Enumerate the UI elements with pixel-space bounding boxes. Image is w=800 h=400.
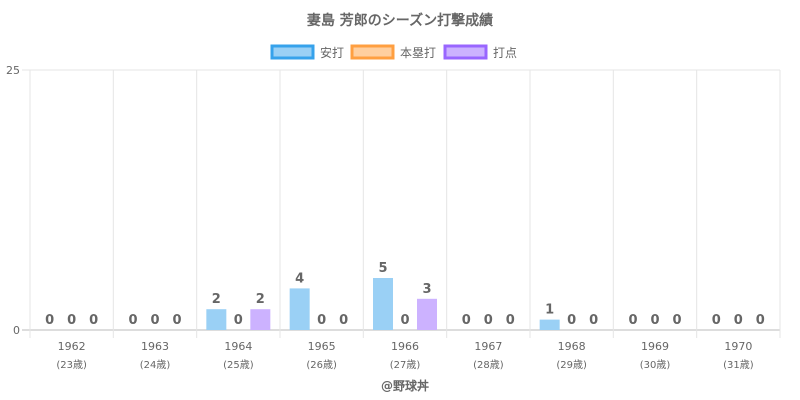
data-label: 5 <box>378 261 387 276</box>
x-tick-sublabel: (24歳) <box>140 359 171 371</box>
data-label: 0 <box>89 313 98 328</box>
data-label: 0 <box>756 313 765 328</box>
x-tick-label: 1962 <box>58 340 86 353</box>
data-label: 0 <box>400 313 409 328</box>
grid <box>22 69 781 338</box>
bar[interactable] <box>250 309 271 330</box>
data-label: 0 <box>317 313 326 328</box>
x-tick-sublabel: (23歳) <box>56 359 87 371</box>
data-label: 0 <box>462 313 471 328</box>
x-tick-label: 1969 <box>641 340 669 353</box>
credit-label: @野球丼 <box>381 378 429 393</box>
x-tick-label: 1967 <box>474 340 502 353</box>
y-tick-label: 25 <box>6 64 20 77</box>
bar[interactable] <box>289 288 310 330</box>
x-tick-label: 1964 <box>224 340 252 353</box>
data-label: 3 <box>422 282 431 297</box>
data-label: 0 <box>734 313 743 328</box>
y-axis: 0 25 <box>6 64 20 337</box>
data-label: 0 <box>672 313 681 328</box>
bar[interactable] <box>373 278 393 330</box>
bars <box>206 278 560 330</box>
data-label: 0 <box>712 313 721 328</box>
x-tick-label: 1965 <box>308 340 336 353</box>
data-label: 2 <box>256 292 265 307</box>
x-tick-label: 1970 <box>724 340 752 353</box>
x-tick-label: 1968 <box>558 340 586 353</box>
x-tick-sublabel: (31歳) <box>723 359 754 371</box>
legend-label-2[interactable]: 打点 <box>493 46 517 60</box>
x-tick-sublabel: (27歳) <box>390 359 421 371</box>
data-label: 0 <box>589 313 598 328</box>
legend-label-1[interactable]: 本塁打 <box>400 46 436 60</box>
data-label: 0 <box>128 313 137 328</box>
x-tick-sublabel: (29歳) <box>556 359 587 371</box>
data-label: 0 <box>172 313 181 328</box>
legend-swatch-2[interactable] <box>443 44 488 60</box>
data-label: 1 <box>545 303 554 318</box>
legend-swatch-0[interactable] <box>270 44 315 60</box>
data-label: 0 <box>339 313 348 328</box>
legend-swatch-1[interactable] <box>350 44 395 60</box>
legend: 安打 本塁打 打点 <box>270 44 517 60</box>
data-label: 0 <box>150 313 159 328</box>
data-label: 0 <box>67 313 76 328</box>
y-tick-label: 0 <box>13 324 20 337</box>
data-label: 0 <box>506 313 515 328</box>
x-tick-sublabel: (28歳) <box>473 359 504 371</box>
x-tick-label: 1963 <box>141 340 169 353</box>
bar[interactable] <box>206 309 227 330</box>
data-label: 0 <box>628 313 637 328</box>
data-label: 0 <box>234 313 243 328</box>
legend-label-0[interactable]: 安打 <box>320 45 344 60</box>
data-label: 0 <box>567 313 576 328</box>
x-tick-sublabel: (30歳) <box>640 359 671 371</box>
chart-title: 妻島 芳郎のシーズン打撃成績 <box>307 12 493 29</box>
data-label: 4 <box>295 271 304 286</box>
x-axis: 1962 (23歳) 1963 (24歳) 1964 (25歳) 1965 (26歳) 1966… <box>56 340 753 371</box>
data-label: 0 <box>650 313 659 328</box>
x-tick-sublabel: (26歳) <box>306 359 337 371</box>
x-tick-label: 1966 <box>391 340 419 353</box>
data-label: 0 <box>484 313 493 328</box>
x-tick-sublabel: (25歳) <box>223 359 254 371</box>
data-label: 0 <box>45 313 54 328</box>
bar[interactable] <box>539 319 560 330</box>
data-label: 2 <box>212 292 221 307</box>
bar[interactable] <box>417 298 437 330</box>
